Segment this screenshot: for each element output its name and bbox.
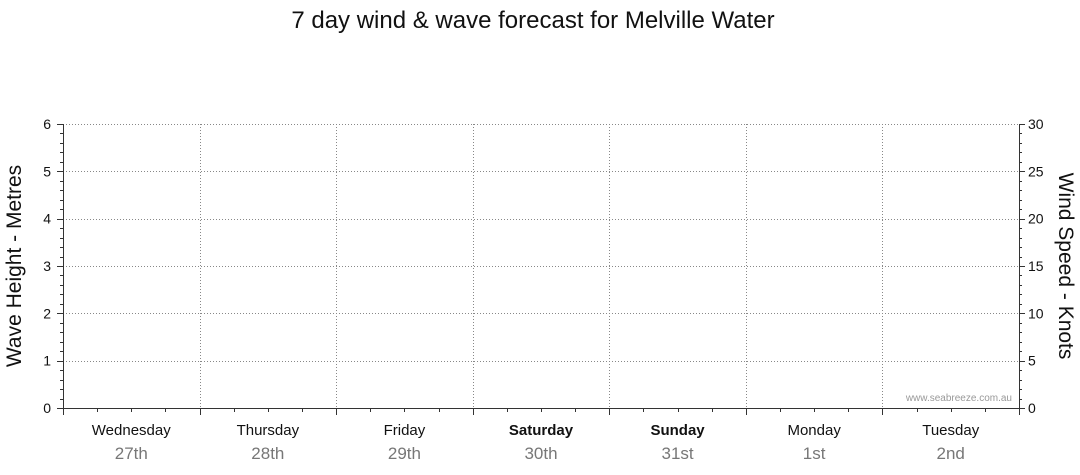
left-tick-label: 2 — [43, 305, 51, 321]
day-date-label: 1st — [803, 444, 826, 463]
day-name-label: Tuesday — [922, 422, 979, 439]
day-date-label: 30th — [524, 444, 557, 463]
left-tick-label: 4 — [43, 211, 51, 227]
grid — [63, 124, 1019, 408]
day-name-label: Wednesday — [92, 422, 171, 439]
day-name-label: Friday — [384, 422, 426, 439]
right-tick-label: 15 — [1028, 258, 1044, 274]
chart-title: 7 day wind & wave forecast for Melville … — [291, 7, 774, 34]
day-date-label: 31st — [662, 444, 694, 463]
left-tick-label: 3 — [43, 258, 51, 274]
right-tick-label: 25 — [1028, 163, 1044, 179]
right-axis-title: Wind Speed - Knots — [1054, 173, 1077, 360]
day-name-label: Sunday — [650, 422, 705, 439]
right-tick-label: 0 — [1028, 400, 1036, 416]
day-name-label: Saturday — [509, 422, 574, 439]
right-tick-label: 30 — [1028, 116, 1044, 132]
right-tick-label: 5 — [1028, 353, 1036, 369]
right-tick-label: 20 — [1028, 211, 1044, 227]
day-date-label: 28th — [251, 444, 284, 463]
axes — [57, 124, 1025, 415]
left-tick-label: 5 — [43, 163, 51, 179]
day-date-label: 29th — [388, 444, 421, 463]
tick-labels: 0 1 2 3 4 5 6 0 5 10 15 20 25 30 Wednesday 27th Thursday… — [43, 116, 1044, 463]
left-tick-label: 0 — [43, 400, 51, 416]
left-tick-label: 1 — [43, 353, 51, 369]
left-axis-title: Wave Height - Metres — [3, 165, 26, 367]
day-name-label: Thursday — [237, 422, 300, 439]
day-name-label: Monday — [787, 422, 841, 439]
right-tick-label: 10 — [1028, 305, 1044, 321]
day-date-label: 27th — [115, 444, 148, 463]
left-tick-label: 6 — [43, 116, 51, 132]
watermark-text: www.seabreeze.com.au — [905, 393, 1012, 404]
day-date-label: 2nd — [937, 444, 965, 463]
